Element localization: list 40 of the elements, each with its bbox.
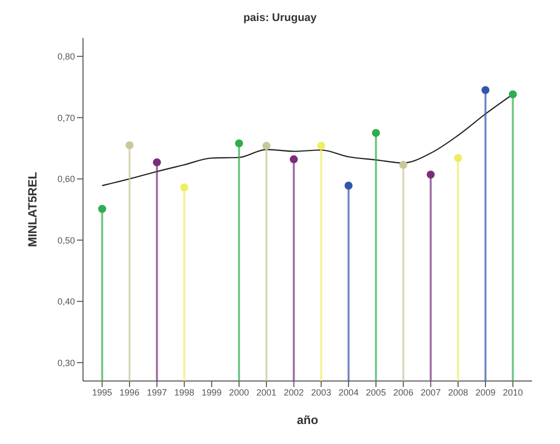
x-tick-label: 1997 [146,387,167,398]
point [426,170,435,179]
y-tick-label: 0,60 [57,174,75,184]
chart-title: pais: Uruguay [242,12,318,24]
x-tick-label: 2004 [338,387,359,398]
point [262,142,270,150]
x-tick-label: 2009 [475,387,496,398]
x-tick-label: 2000 [229,387,250,398]
y-tick-label: 0,70 [57,112,75,123]
x-tick-label: 1996 [120,387,140,398]
x-tick-label: 2003 [311,387,332,398]
x-tick-label: 1999 [202,387,222,398]
y-tick-label: 0,80 [57,52,75,62]
x-tick-label: 2001 [256,387,276,398]
point [98,204,106,213]
point [372,128,380,137]
point [235,139,244,148]
point [317,142,326,150]
y-tick-label: 0,40 [57,296,75,307]
x-tick-label: 2006 [393,387,414,398]
point [454,154,462,162]
x-tick-label: 1998 [174,387,194,398]
point [481,86,490,94]
x-tick-label: 2002 [284,387,304,398]
x-tick-label: 2010 [502,387,523,398]
x-tick-label: 1995 [92,387,112,398]
y-tick-label: 0,30 [57,358,75,368]
point [290,155,298,164]
y-axis-title: MINLAT5REL [25,172,40,248]
y-tick-label: 0,50 [57,235,75,246]
point [152,158,161,166]
point [508,90,517,98]
x-tick-label: 2008 [448,387,468,398]
x-tick-label: 2005 [366,387,386,398]
x-tick-label: 2007 [420,387,441,398]
point [126,141,134,150]
x-axis-title: año [296,413,318,427]
point [180,183,188,192]
point [344,182,353,190]
point [399,160,408,169]
